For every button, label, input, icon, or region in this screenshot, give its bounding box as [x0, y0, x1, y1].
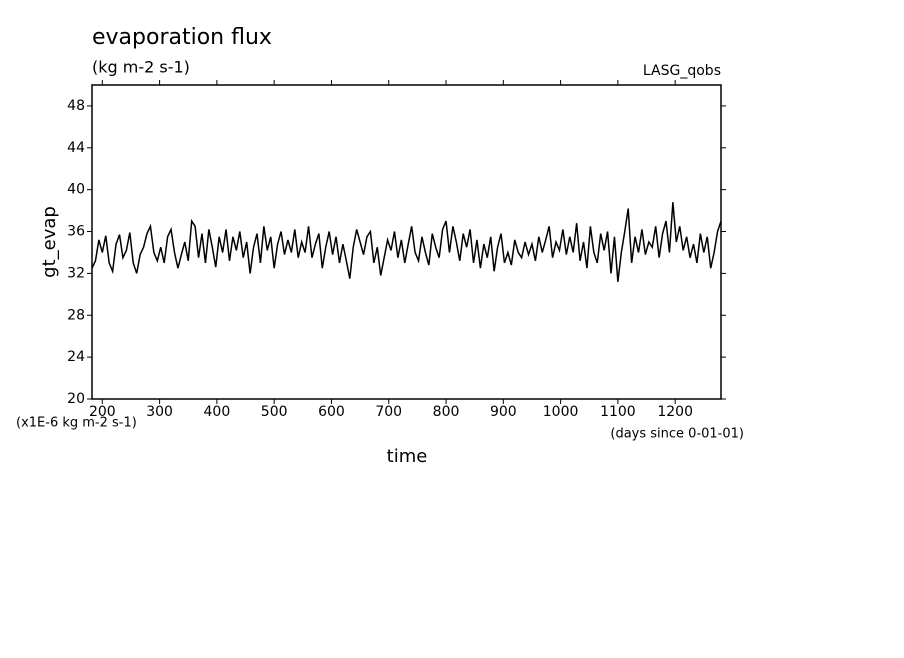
x-tick-label: 500 [261, 404, 288, 420]
plot-frame [91, 84, 722, 400]
data-line [91, 202, 722, 282]
y-tick-label: 44 [67, 140, 85, 156]
x-axis-label: time [387, 446, 428, 467]
x-tick-label: 1200 [657, 404, 693, 420]
x-tick-label: 1000 [543, 404, 579, 420]
y-tick-label: 20 [67, 391, 85, 407]
y-unit-note: (x1E-6 kg m-2 s-1) [16, 416, 137, 431]
x-tick-label: 600 [318, 404, 345, 420]
x-tick-label: 300 [146, 404, 173, 420]
source-label: LASG_qobs [643, 63, 721, 79]
y-tick-label: 40 [67, 182, 85, 198]
chart-title: evaporation flux [92, 25, 272, 50]
y-tick-label: 48 [67, 98, 85, 114]
y-axis-label: gt_evap [39, 206, 60, 278]
x-tick-label: 400 [204, 404, 231, 420]
x-tick-label: 700 [375, 404, 402, 420]
x-unit-note: (days since 0-01-01) [610, 427, 744, 442]
x-tick-label: 1100 [600, 404, 636, 420]
chart-subtitle: (kg m-2 s-1) [92, 58, 190, 77]
y-tick-label: 24 [67, 349, 85, 365]
y-tick-label: 32 [67, 265, 85, 281]
x-tick-label: 800 [433, 404, 460, 420]
x-tick-label: 900 [490, 404, 517, 420]
y-tick-label: 28 [67, 307, 85, 323]
y-tick-label: 36 [67, 224, 85, 240]
x-tick-label: 200 [89, 404, 116, 420]
